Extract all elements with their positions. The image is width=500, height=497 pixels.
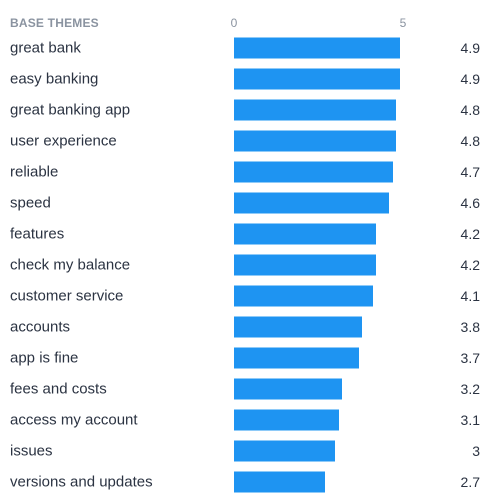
category-label: check my balance xyxy=(10,256,131,273)
bar-row: versions and updates 2.7 xyxy=(0,466,500,497)
bar xyxy=(234,161,393,182)
bar xyxy=(234,316,363,337)
bar xyxy=(234,440,336,461)
bar xyxy=(234,192,390,213)
value-label: 4.9 xyxy=(460,39,480,56)
bar-row: great banking app 4.8 xyxy=(0,94,500,125)
category-label: customer service xyxy=(10,287,124,304)
bar xyxy=(234,471,326,492)
category-label: issues xyxy=(10,442,53,459)
bar-row: great bank 4.9 xyxy=(0,32,500,63)
bar xyxy=(234,254,376,275)
value-label: 3.2 xyxy=(460,380,480,397)
value-label: 3.7 xyxy=(460,349,480,366)
category-label: fees and costs xyxy=(10,380,107,397)
value-label: 3.8 xyxy=(460,318,480,335)
bar xyxy=(234,409,339,430)
x-tick-label: 5 xyxy=(399,16,407,30)
bar-row: check my balance 4.2 xyxy=(0,249,500,280)
bar xyxy=(234,99,397,120)
bar-row: easy banking 4.9 xyxy=(0,63,500,94)
bar xyxy=(234,285,373,306)
category-label: user experience xyxy=(10,132,117,149)
category-label: versions and updates xyxy=(10,473,153,490)
bar xyxy=(234,378,343,399)
value-label: 4.7 xyxy=(460,163,480,180)
bar-row: reliable 4.7 xyxy=(0,156,500,187)
bar-row: access my account 3.1 xyxy=(0,404,500,435)
bar xyxy=(234,223,376,244)
value-label: 2.7 xyxy=(460,473,480,490)
bar xyxy=(234,347,360,368)
value-label: 4.8 xyxy=(460,132,480,149)
category-label: app is fine xyxy=(10,349,79,366)
bar-row: customer service 4.1 xyxy=(0,280,500,311)
category-label: great banking app xyxy=(10,101,131,118)
bar xyxy=(234,37,400,58)
bar xyxy=(234,130,397,151)
category-label: features xyxy=(10,225,65,242)
value-label: 4.9 xyxy=(460,70,480,87)
category-label: reliable xyxy=(10,163,59,180)
bar-row: accounts 3.8 xyxy=(0,311,500,342)
bar-row: features 4.2 xyxy=(0,218,500,249)
value-label: 4.6 xyxy=(460,194,480,211)
bar-row: user experience 4.8 xyxy=(0,125,500,156)
value-label: 4.2 xyxy=(460,225,480,242)
category-label: accounts xyxy=(10,318,71,335)
value-label: 3 xyxy=(472,442,480,459)
category-label: speed xyxy=(10,194,51,211)
value-label: 4.2 xyxy=(460,256,480,273)
bar-row: fees and costs 3.2 xyxy=(0,373,500,404)
x-tick-label: 0 xyxy=(230,16,238,30)
bar xyxy=(234,68,400,89)
chart-title: BASE THEMES xyxy=(10,16,99,30)
category-label: access my account xyxy=(10,411,138,428)
value-label: 4.8 xyxy=(460,101,480,118)
value-label: 4.1 xyxy=(460,287,480,304)
category-label: easy banking xyxy=(10,70,99,87)
bar-row: app is fine 3.7 xyxy=(0,342,500,373)
value-label: 3.1 xyxy=(460,411,480,428)
bar-row: issues 3 xyxy=(0,435,500,466)
category-label: great bank xyxy=(10,39,81,56)
bar-row: speed 4.6 xyxy=(0,187,500,218)
